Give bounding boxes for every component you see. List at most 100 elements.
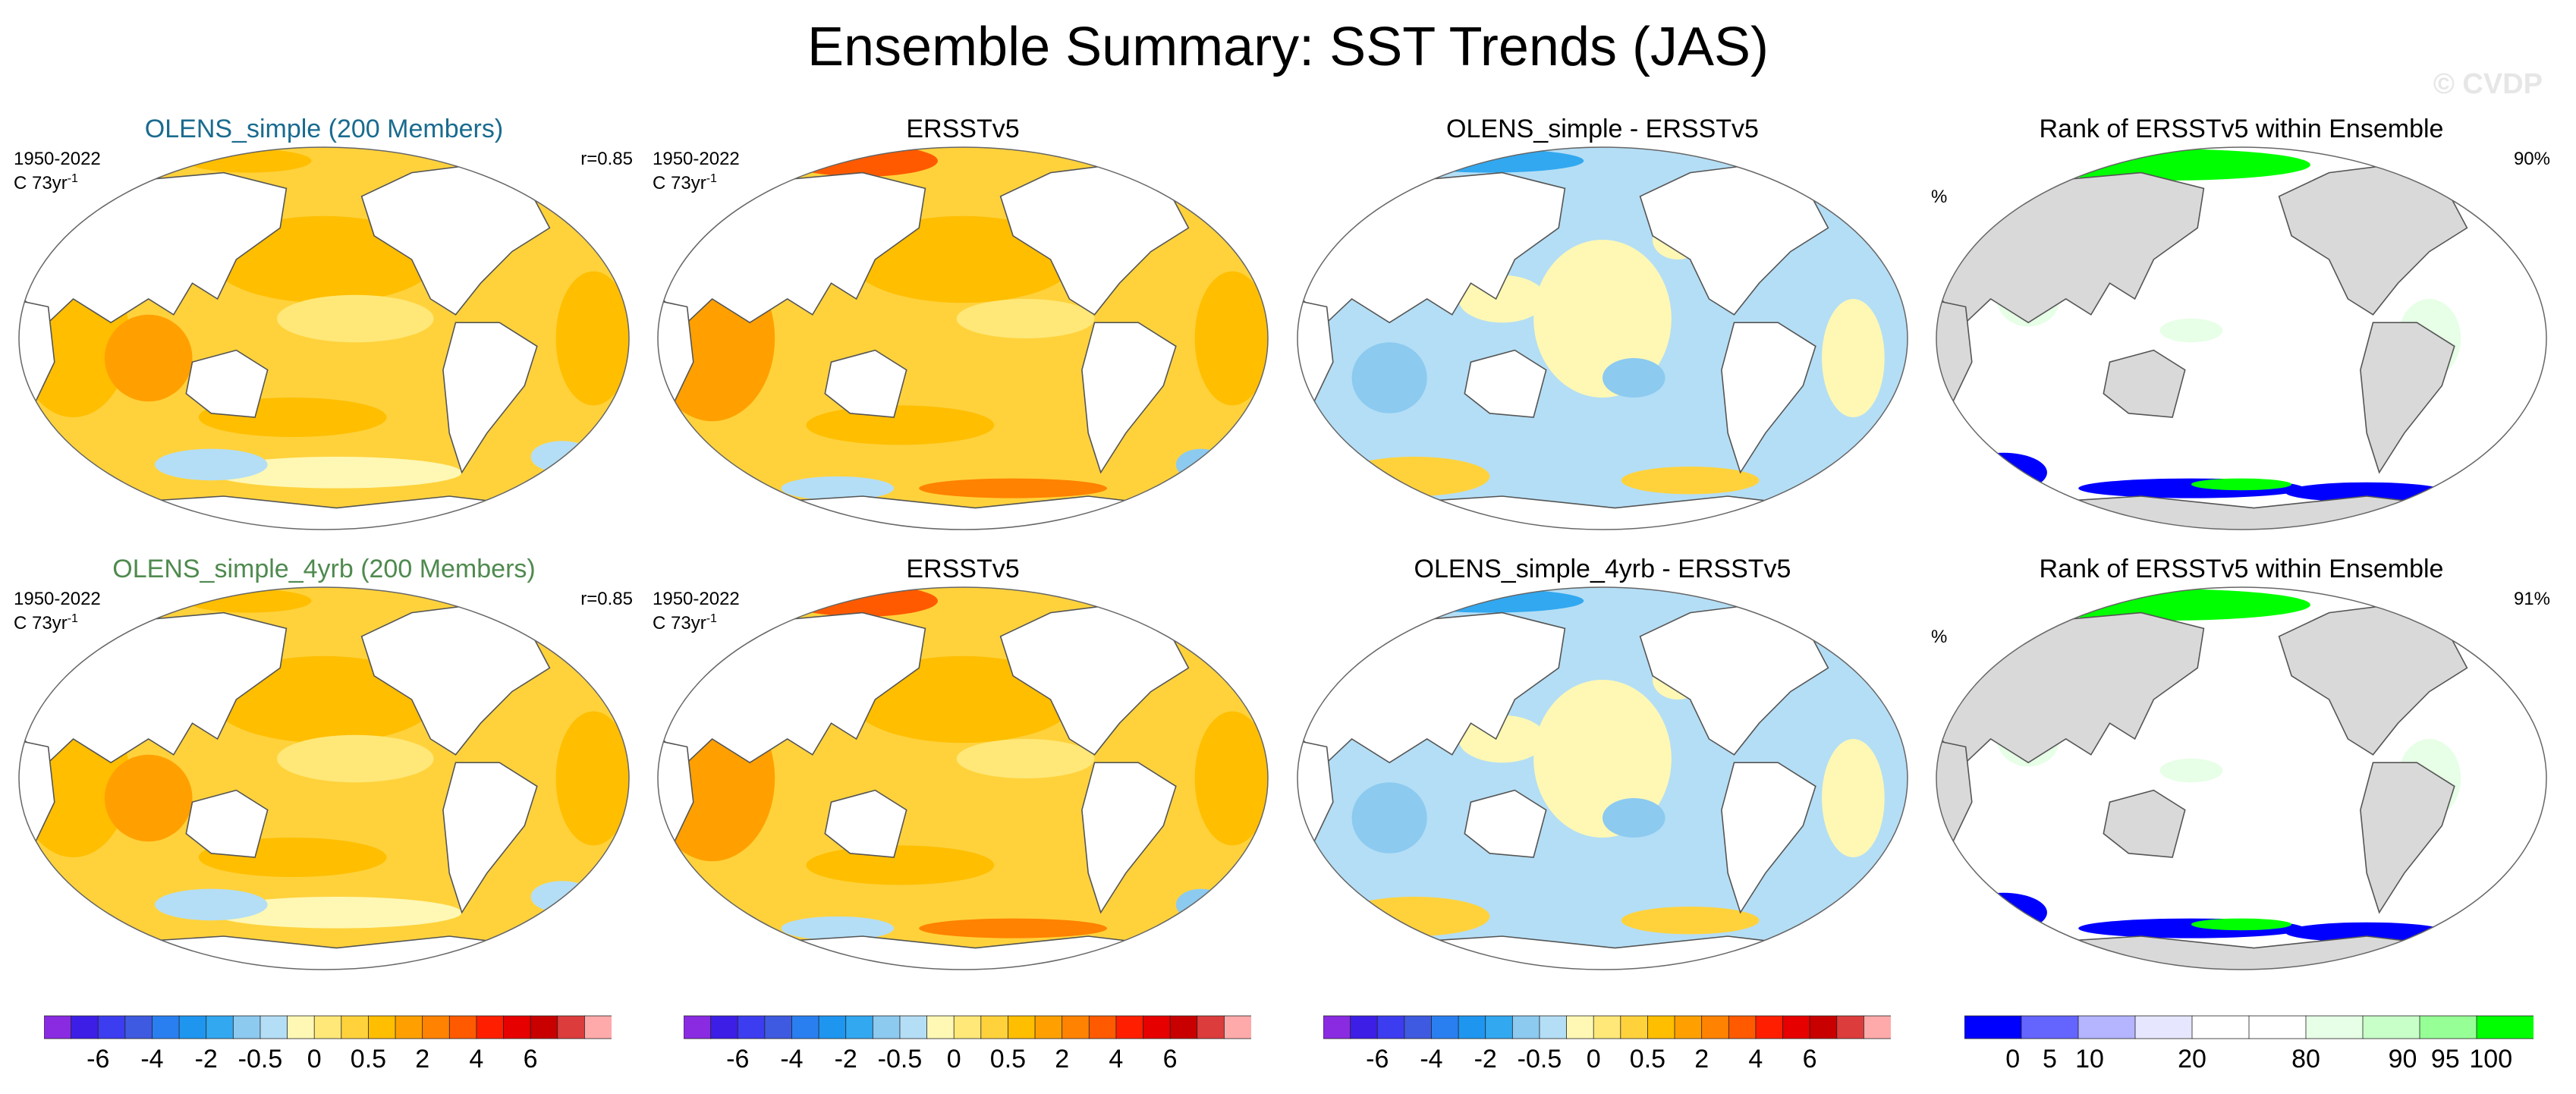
land-europe <box>1871 627 1908 701</box>
colorbar-swatch <box>899 1015 928 1039</box>
colorbar-swatch <box>1008 1015 1036 1039</box>
colorbar-swatch <box>980 1015 1009 1039</box>
ocean-field <box>1936 587 2546 970</box>
colorbar-swatch <box>530 1015 558 1039</box>
land-australia <box>1464 789 1547 858</box>
colorbar-swatch <box>1593 1015 1621 1039</box>
rank-units: % <box>1931 627 1948 647</box>
ocean-field <box>1936 147 2546 530</box>
panel-title: Rank of ERSSTv5 within Ensemble <box>2039 555 2444 583</box>
field-anomaly <box>2191 918 2292 931</box>
colorbar-tick-label: 0 <box>2005 1045 2021 1074</box>
panel-title: OLENS_simple - ERSSTv5 <box>1446 115 1759 143</box>
land-europe <box>1871 187 1908 261</box>
map-panel-rank: Rank of ERSSTv5 within Ensemble 90%% <box>1928 114 2555 539</box>
robinson-map <box>1297 586 1908 970</box>
colorbar-swatches <box>1964 1015 2534 1039</box>
colorbar-tick-label: -4 <box>780 1045 804 1074</box>
colorbar-swatch <box>287 1015 316 1039</box>
map-border <box>18 146 630 530</box>
field-anomaly <box>2285 922 2449 942</box>
colorbar-swatches <box>44 1015 612 1039</box>
colorbar-tick-label: -0.5 <box>237 1045 283 1074</box>
colorbar-swatch <box>178 1015 207 1039</box>
land-samerica <box>1721 322 1816 474</box>
colorbar-swatch <box>152 1015 180 1039</box>
colorbar-trend: -6 -4 -2 -0.5 0 0.5 2 4 6 <box>684 1015 1251 1082</box>
robinson-map <box>1297 146 1908 530</box>
colorbar-swatch <box>1836 1015 1865 1039</box>
field-anomaly <box>1621 907 1760 935</box>
trend-units: C 73yr-1 <box>653 612 717 633</box>
pattern-correlation: r=0.85 <box>580 149 633 169</box>
colorbar-swatch <box>791 1015 819 1039</box>
field-anomaly <box>781 916 895 941</box>
colorbar-rank: 0 5 10 20 80 90 95 100 <box>1964 1015 2534 1082</box>
colorbar-swatch <box>368 1015 396 1039</box>
colorbar-swatch <box>1701 1015 1730 1039</box>
colorbar-swatch <box>953 1015 982 1039</box>
units-exponent: -1 <box>67 612 78 625</box>
field-anomaly <box>806 405 995 445</box>
field-anomaly <box>211 897 462 929</box>
colorbar-tick-label: 4 <box>469 1045 484 1074</box>
land-greenland <box>1814 596 1867 653</box>
colorbar-swatch <box>124 1015 153 1039</box>
colorbar-tick-label: 100 <box>2469 1045 2513 1074</box>
colorbar-swatch <box>1647 1015 1675 1039</box>
colorbar-swatch <box>44 1015 72 1039</box>
land-samerica <box>1081 762 1177 914</box>
colorbar-swatch <box>1539 1015 1568 1039</box>
colorbar-swatch <box>1566 1015 1595 1039</box>
colorbar-tick-label: 90 <box>2388 1045 2417 1074</box>
colorbar-tick-label: -4 <box>1420 1045 1443 1074</box>
colorbar-tick-label: -6 <box>86 1045 110 1074</box>
rank-area-percent: 90% <box>2513 149 2550 169</box>
land-australia <box>185 349 269 418</box>
colorbar-tick-label: 6 <box>1162 1045 1178 1074</box>
colorbar-swatch <box>1143 1015 1172 1039</box>
colorbar-swatch <box>2305 1015 2364 1039</box>
panel-title: OLENS_simple_4yrb - ERSSTv5 <box>1414 555 1791 583</box>
map-panel-rank: Rank of ERSSTv5 within Ensemble 91%% <box>1928 554 2555 979</box>
colorbar-tick-label: -2 <box>834 1045 857 1074</box>
field-anomaly <box>2021 149 2310 181</box>
map-border <box>1936 586 2547 970</box>
colorbar-swatch <box>1431 1015 1459 1039</box>
colorbar-swatch <box>710 1015 739 1039</box>
analysis-period: 1950-2022 <box>653 589 740 609</box>
land-samerica <box>1081 322 1177 474</box>
colorbar-swatch <box>684 1015 712 1039</box>
colorbar-tick-label: 95 <box>2430 1045 2460 1074</box>
colorbar-swatch <box>313 1015 342 1039</box>
robinson-map <box>657 586 1269 970</box>
panel-title: OLENS_simple (200 Members) <box>144 115 504 143</box>
colorbar-swatch <box>1062 1015 1090 1039</box>
colorbar-swatches <box>1323 1015 1891 1039</box>
colorbar-swatch <box>1034 1015 1063 1039</box>
colorbar-tick-label: 0 <box>946 1045 961 1074</box>
colorbar-swatch <box>395 1015 423 1039</box>
robinson-map <box>1936 146 2547 530</box>
cvdp-watermark: © CVDP <box>2433 68 2543 100</box>
colorbar-tick-label: 0 <box>307 1045 322 1074</box>
robinson-map <box>657 146 1269 530</box>
field-anomaly <box>1959 892 2047 932</box>
field-anomaly <box>555 711 629 846</box>
field-anomaly <box>956 299 1095 338</box>
colorbar-tick-label: 2 <box>1055 1045 1070 1074</box>
map-border <box>1297 146 1908 530</box>
field-anomaly <box>530 441 594 473</box>
field-anomaly <box>1175 448 1226 481</box>
units-exponent: -1 <box>706 612 717 625</box>
map-border <box>18 586 630 970</box>
colorbar-swatch <box>448 1015 477 1039</box>
rank-area-percent: 91% <box>2513 589 2550 609</box>
colorbar-swatch <box>97 1015 126 1039</box>
analysis-period: 1950-2022 <box>14 589 101 609</box>
panel-title: Rank of ERSSTv5 within Ensemble <box>2039 115 2444 143</box>
colorbar-tick-label: -6 <box>1366 1045 1389 1074</box>
land-australia <box>2103 789 2186 858</box>
field-anomaly <box>1175 888 1226 921</box>
colorbar-tick-label: 0.5 <box>1629 1045 1666 1074</box>
